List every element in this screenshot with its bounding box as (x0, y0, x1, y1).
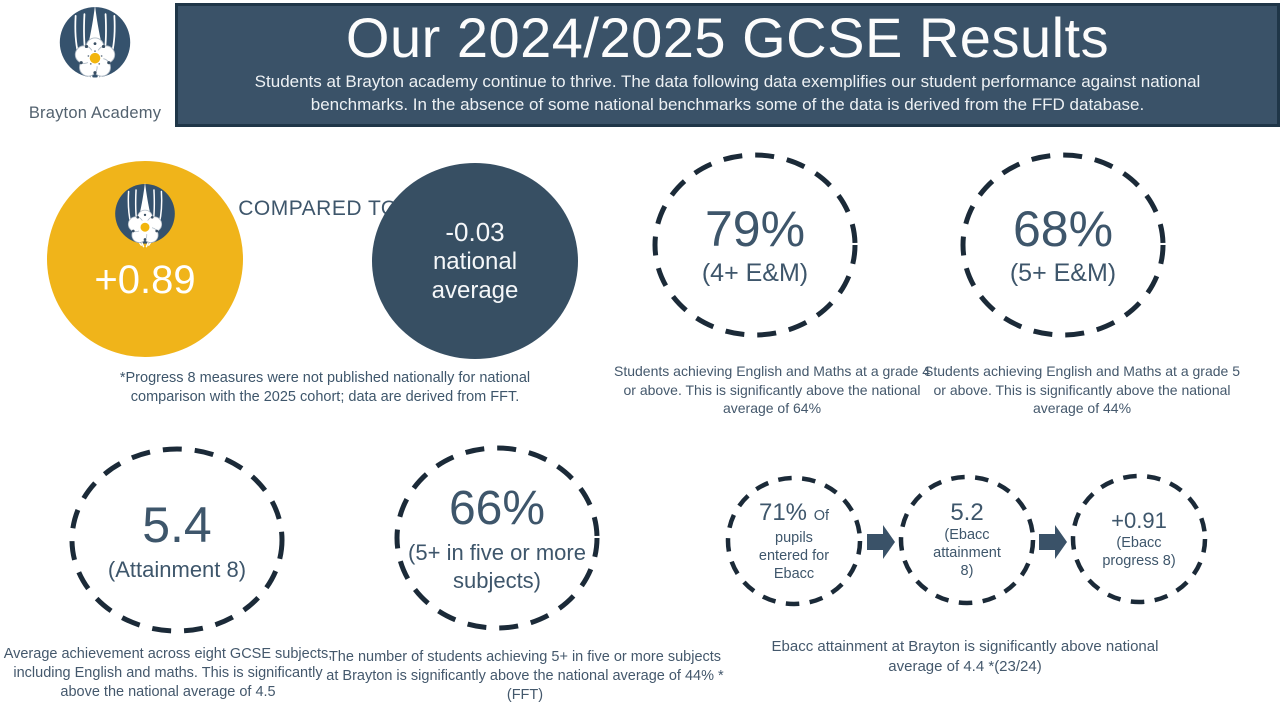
brand-name: Brayton Academy (28, 104, 162, 122)
kpi-value-5plus-em: 68% (1012, 201, 1114, 257)
ebacc-progress-line1: (Ebacc (1116, 535, 1162, 551)
ebacc-entered-line2: entered for (758, 547, 830, 564)
kpi-circle-5plus-five-subjects: 66% (5+ in five or more subjects) (392, 442, 602, 634)
kpi-label-attainment8: (Attainment 8) (107, 556, 247, 582)
kpi-label-4plus-em: (4+ E&M) (701, 259, 809, 287)
ebacc-progress-line2: progress 8) (1102, 553, 1176, 569)
kpi-label-5plus-five-subjects: (5+ in five or more subjects) (408, 539, 586, 593)
dashed-ring-icon (69, 446, 285, 634)
ebacc-attainment-line2: attainment (933, 545, 1001, 561)
kpi-circle-4plus-em: 79% (4+ E&M) (650, 149, 860, 341)
kpi-value-4plus-em: 79% (704, 201, 806, 257)
dashed-ring-icon (652, 152, 858, 338)
dashed-ring-icon (394, 445, 600, 631)
ebacc-attainment-circle: 5.2 (Ebacc attainment 8) (897, 472, 1037, 608)
ebacc-caption: Ebacc attainment at Brayton is significa… (771, 638, 1159, 675)
kpi-circle-attainment8: 5.4 (Attainment 8) (67, 443, 287, 638)
ebacc-entered-value-row: 71% Of (758, 498, 830, 529)
school-crest-icon (115, 182, 175, 248)
progress8-school-circle: +0.89 (47, 161, 243, 357)
dashed-ring-icon (725, 475, 863, 607)
ebacc-entered-line3: Ebacc (773, 565, 815, 582)
progress8-footnote: *Progress 8 measures were not published … (119, 370, 531, 405)
kpi-value-5plus-five-subjects: 66% (448, 481, 546, 535)
kpi-label-5plus-em: (5+ E&M) (1009, 259, 1117, 287)
kpi-caption-attainment8: Average achievement across eight GCSE su… (3, 646, 333, 700)
header-band: Our 2024/2025 GCSE Results Students at B… (175, 3, 1280, 127)
ebacc-attainment-line3: 8) (960, 563, 974, 579)
page-subtitle: Students at Brayton academy continue to … (178, 70, 1277, 116)
arrow-right-icon (867, 525, 895, 559)
kpi-value-attainment8: 5.4 (142, 496, 212, 553)
ebacc-progress-value: +0.91 (1111, 508, 1167, 533)
ebacc-entered-circle: 71% Of pupils entered for Ebacc (724, 473, 864, 609)
dashed-ring-icon (1070, 473, 1208, 605)
compared-to-label: COMPARED TO (238, 197, 398, 220)
kpi-caption-5plus-em: Students achieving English and Maths at … (924, 363, 1240, 416)
ebacc-attainment-line1: (Ebacc (944, 527, 990, 543)
page-title: Our 2024/2025 GCSE Results (345, 6, 1110, 69)
dashed-ring-icon (898, 474, 1036, 606)
arrow-right-icon (1039, 525, 1067, 559)
page-subtitle-line2: benchmarks. In the absence of some natio… (310, 95, 1145, 114)
brand-logo: Brayton Academy (16, 2, 174, 123)
page-subtitle-line1: Students at Brayton academy continue to … (254, 72, 1201, 91)
ebacc-entered-value-suffix: Of (813, 507, 830, 524)
progress8-national-label-line1: national (432, 248, 518, 275)
progress8-school-value: +0.89 (94, 258, 196, 302)
ebacc-attainment-value: 5.2 (950, 499, 984, 526)
progress8-national-label-line2: average (431, 277, 519, 304)
dashed-ring-icon (960, 152, 1166, 338)
ebacc-entered-value: 71% (758, 498, 808, 526)
kpi-circle-5plus-em: 68% (5+ E&M) (958, 149, 1168, 341)
progress8-national-circle: -0.03 national average (372, 163, 578, 359)
ebacc-progress-circle: +0.91 (Ebacc progress 8) (1069, 471, 1209, 607)
progress8-national-value: -0.03 (445, 217, 505, 247)
kpi-caption-5plus-five-subjects: The number of students achieving 5+ in f… (326, 649, 724, 703)
kpi-caption-4plus-em: Students achieving English and Maths at … (614, 363, 930, 416)
ebacc-entered-line1: pupils (775, 529, 813, 546)
brayton-academy-crest-icon (59, 5, 131, 82)
